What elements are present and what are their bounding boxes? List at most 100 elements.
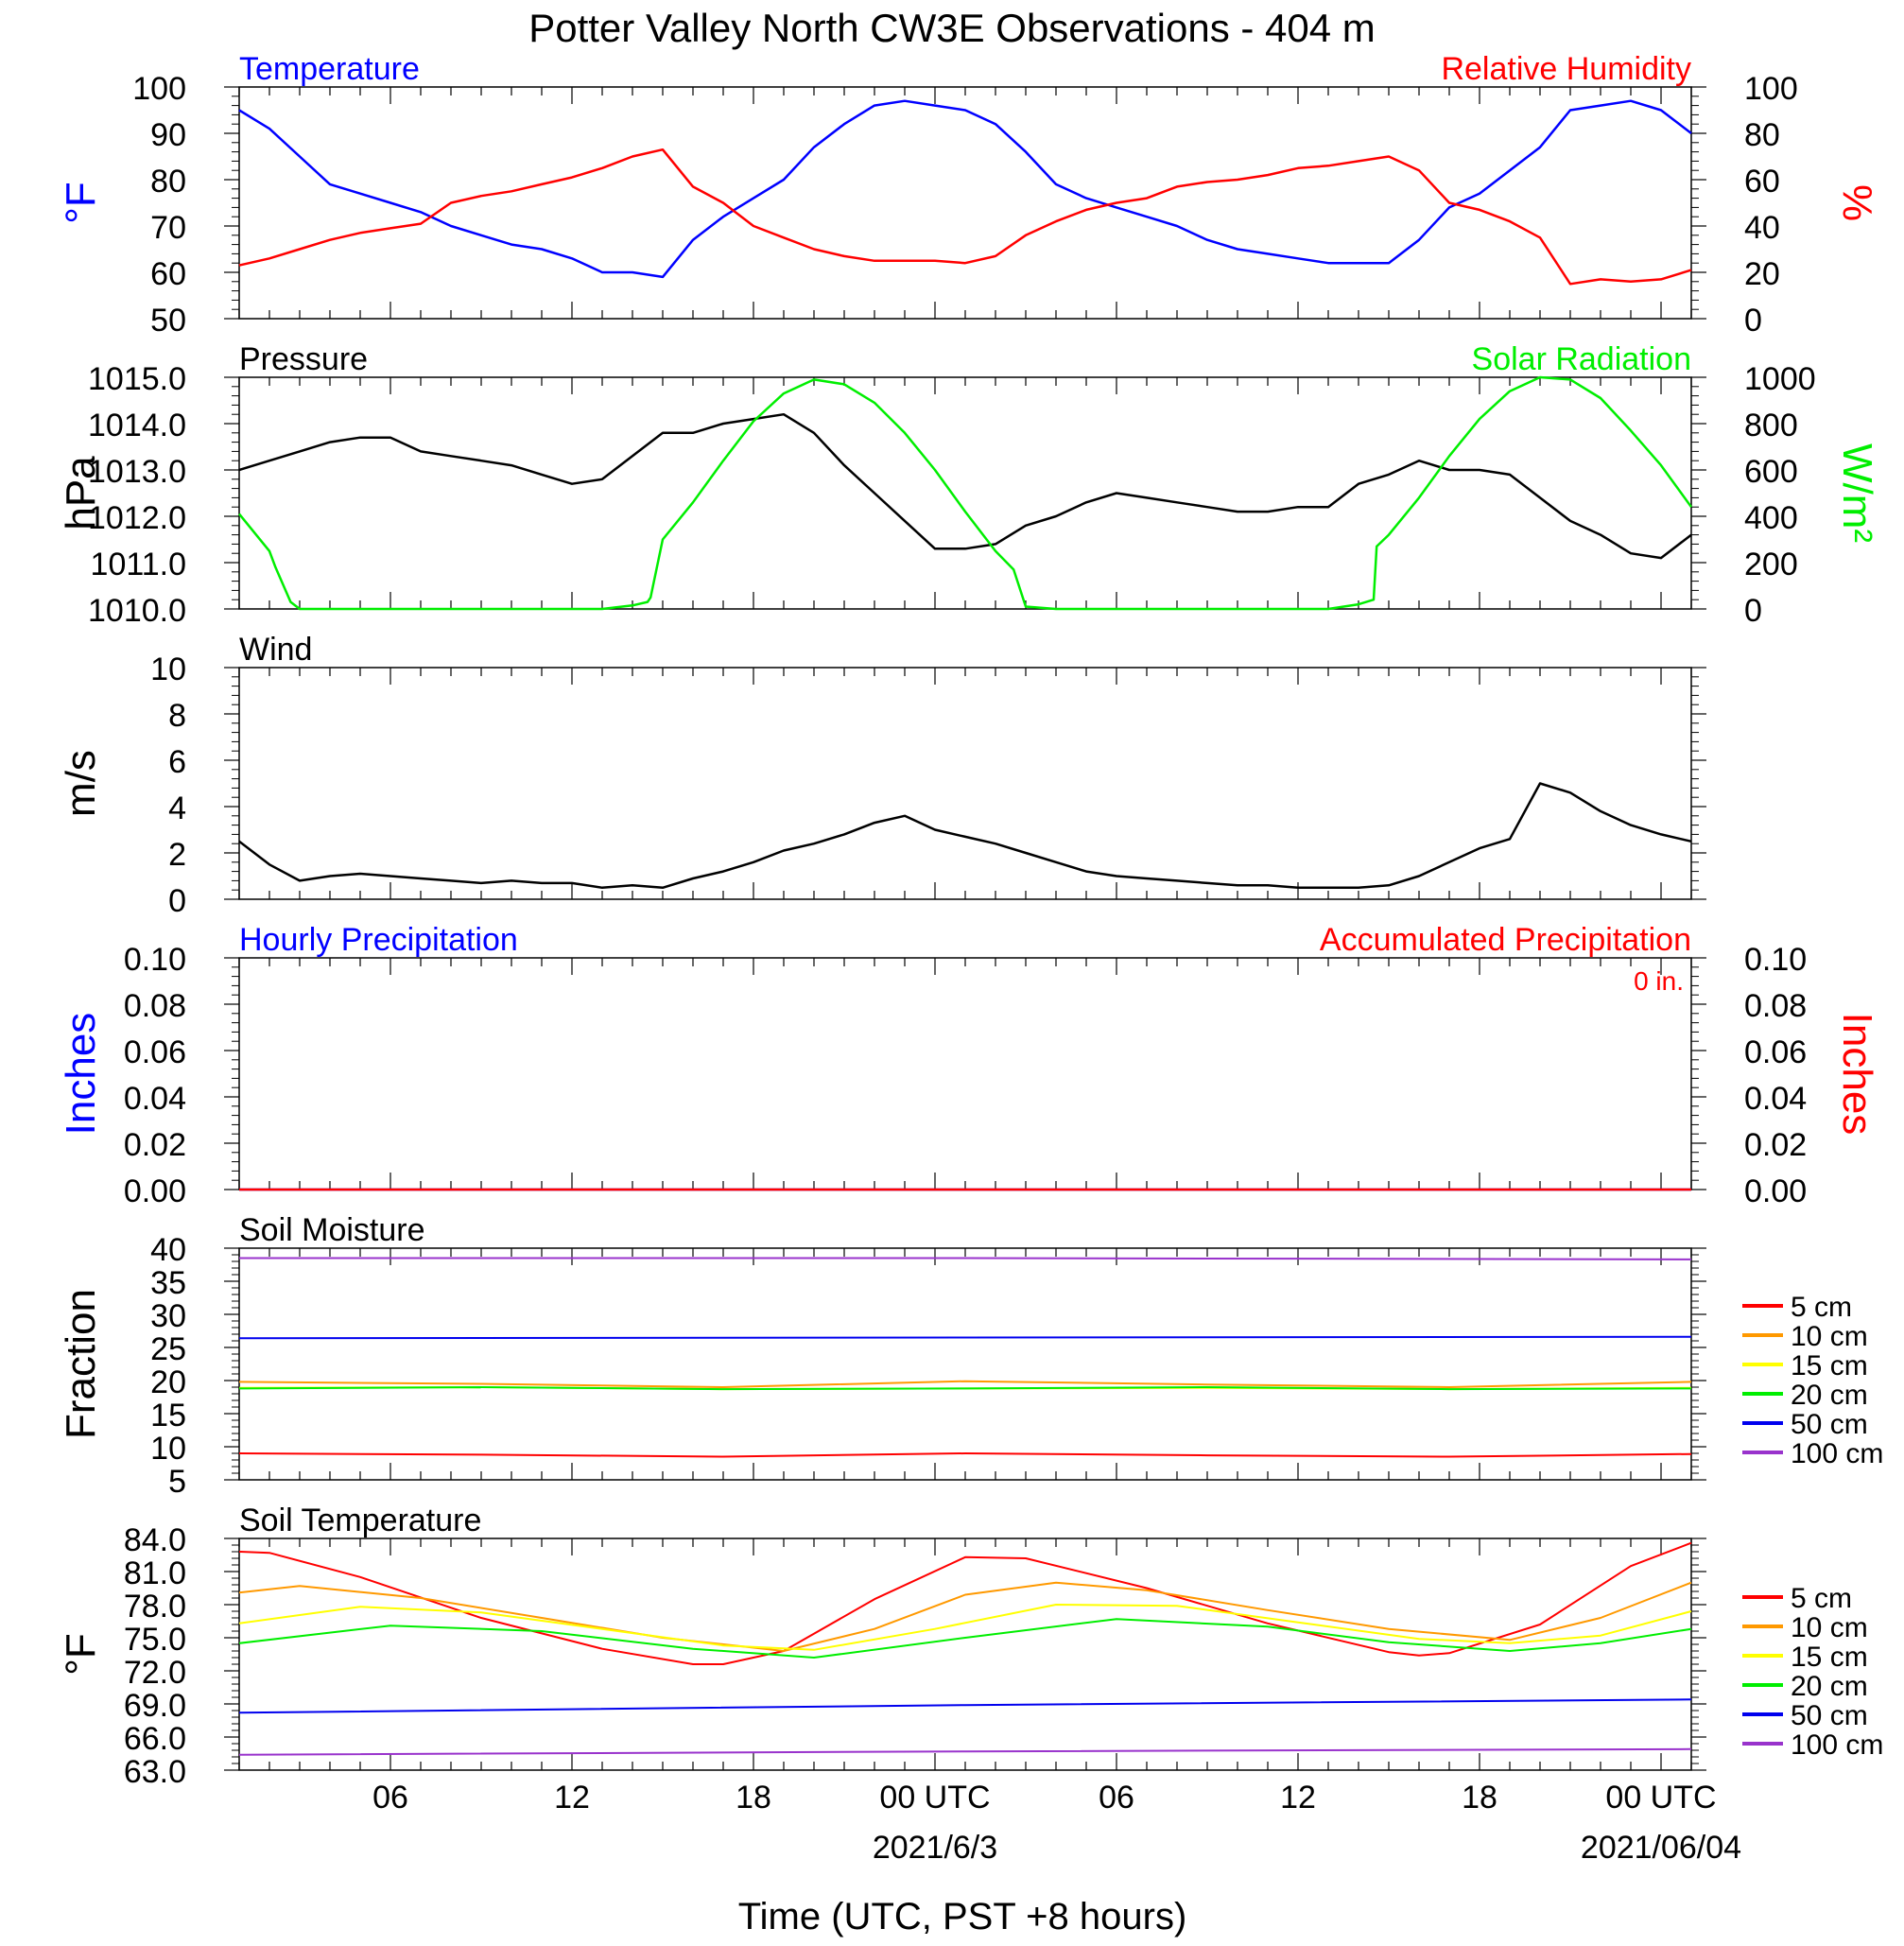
series-line-10-cm [238,1380,1692,1388]
legend-label: 100 cm [1791,1729,1883,1761]
y-right-tick-label: 0 [1744,593,1762,629]
plot-frame [238,667,1692,900]
y-tick-label: 84.0 [124,1522,186,1558]
y-tick-label: 8 [168,698,186,734]
y-tick-label: 35 [150,1265,186,1301]
legend-label: 20 cm [1791,1380,1868,1411]
series-line-50-cm [238,1698,1692,1714]
y-right-tick-label: 1000 [1744,361,1816,397]
y-tick-label: 20 [150,1364,186,1400]
series-line-pressure [238,412,1692,560]
y-tick-label: 0.04 [124,1081,186,1117]
y-tick-label: 81.0 [124,1555,186,1591]
y-tick-label: 60 [150,256,186,292]
y-tick-label: 6 [168,744,186,780]
legend-label: 10 cm [1791,1612,1868,1643]
x-tick-label: 00 UTC [879,1780,990,1816]
series-line-100-cm [239,1257,1692,1260]
y-tick-label: 0.06 [124,1034,186,1070]
panel-title-left: Pressure [239,341,368,377]
y-tick-label: 0 [168,883,186,919]
x-tick-label: 12 [554,1780,590,1816]
panel-title-left: Wind [239,632,312,668]
x-tick-label: 12 [1280,1780,1316,1816]
series-line-relative-humidity [238,148,1692,286]
figure-title: Potter Valley North CW3E Observations - … [528,6,1376,50]
panel-title-left: Soil Temperature [239,1503,481,1538]
panel-soil_temp: 63.066.069.072.075.078.081.084.0 Soil Tem… [58,1503,1883,1790]
y-tick-label: 4 [168,791,186,826]
panel-title-right: Solar Radiation [1472,341,1691,377]
legend-label: 5 cm [1791,1583,1852,1614]
panel-pressure_solar: 1010.0 1011.0 1012.0 1013.0 1014.0 1015.0 0 200… [58,341,1880,629]
panel-title-left: Hourly Precipitation [239,922,518,958]
x-tick-label: 00 UTC [1605,1780,1716,1816]
y-tick-label: 100 [132,71,186,107]
y-right-tick-label: 0.02 [1744,1127,1807,1163]
y-axis-label-right: Inches [1834,1013,1880,1136]
y-axis-label-left: °F [58,1633,104,1675]
y-tick-label: 50 [150,303,186,339]
y-right-tick-label: 400 [1744,500,1798,536]
y-tick-label: 5 [168,1464,186,1500]
y-axis-label-left: m/s [58,750,104,817]
y-axis-label-right: % [1834,184,1880,221]
series-line-20-cm [238,1618,1692,1659]
y-tick-label: 70 [150,210,186,246]
plot-frame [238,1538,1692,1771]
series-line-temperature [238,99,1692,279]
y-right-tick-label: 20 [1744,256,1780,292]
plot-frame [238,957,1692,1190]
y-right-tick-label: 0 [1744,303,1762,339]
panel-precip: 0.00 0.02 0.04 0.06 0.08 0.10 0.00 0.02 0.04 0.06… [58,922,1880,1209]
plot-frame [238,1247,1692,1481]
legend-label: 50 cm [1791,1700,1868,1731]
y-tick-label: 1011.0 [91,547,186,582]
y-right-tick-label: 80 [1744,117,1780,153]
y-right-tick-label: 0.08 [1744,988,1807,1024]
y-right-tick-label: 60 [1744,164,1780,200]
legend-label: 15 cm [1791,1642,1868,1673]
y-right-tick-label: 800 [1744,408,1798,443]
y-right-tick-label: 100 [1744,71,1798,107]
y-tick-label: 25 [150,1331,186,1367]
x-tick-label: 06 [1099,1780,1134,1816]
y-tick-label: 30 [150,1298,186,1334]
panel-temp_rh: 50 60 70 80 90 100 0 20 40 60 80 100 Temperature Rela… [58,51,1880,339]
panel-wind: 0 2 4 6 8 10 Wind m/s [58,632,1706,919]
y-tick-label: 90 [150,117,186,153]
y-right-tick-label: 200 [1744,547,1798,582]
series-line-solar-radiation [238,375,1693,611]
legend-label: 100 cm [1791,1438,1883,1469]
y-tick-label: 0.08 [124,988,186,1024]
x-tick-label: 18 [736,1780,771,1816]
y-tick-label: 1012.0 [88,500,186,536]
series-line-10-cm [238,1581,1692,1652]
x-date-label: 2021/06/04 [1581,1830,1741,1866]
series-line-50-cm [238,1335,1692,1340]
y-tick-label: 75.0 [124,1622,186,1658]
series-line-15-cm [238,1604,1692,1651]
panel-title-left: Temperature [239,51,420,87]
y-axis-label-left: hPa [58,456,104,530]
y-right-tick-label: 0.06 [1744,1034,1807,1070]
panel-title-right: Accumulated Precipitation [1320,922,1691,958]
x-axis: 06 12 18 00 UTC 06 12 18 00 UTC 2021/6/3 2021/06/… [372,1780,1741,1866]
y-axis-label-left: Fraction [58,1289,104,1439]
y-right-tick-label: 40 [1744,210,1780,246]
series-line-5-cm [238,1452,1692,1458]
series-line-100-cm [238,1747,1692,1756]
y-axis-label-left: Inches [58,1013,104,1136]
legend-label: 15 cm [1791,1350,1868,1381]
y-tick-label: 10 [150,1431,186,1467]
y-axis-label-right: W/m² [1834,443,1880,543]
y-tick-label: 0.02 [124,1127,186,1163]
y-tick-label: 80 [150,164,186,200]
y-tick-label: 0.10 [124,942,186,978]
legend-label: 10 cm [1791,1321,1868,1352]
y-tick-label: 1013.0 [88,454,186,490]
